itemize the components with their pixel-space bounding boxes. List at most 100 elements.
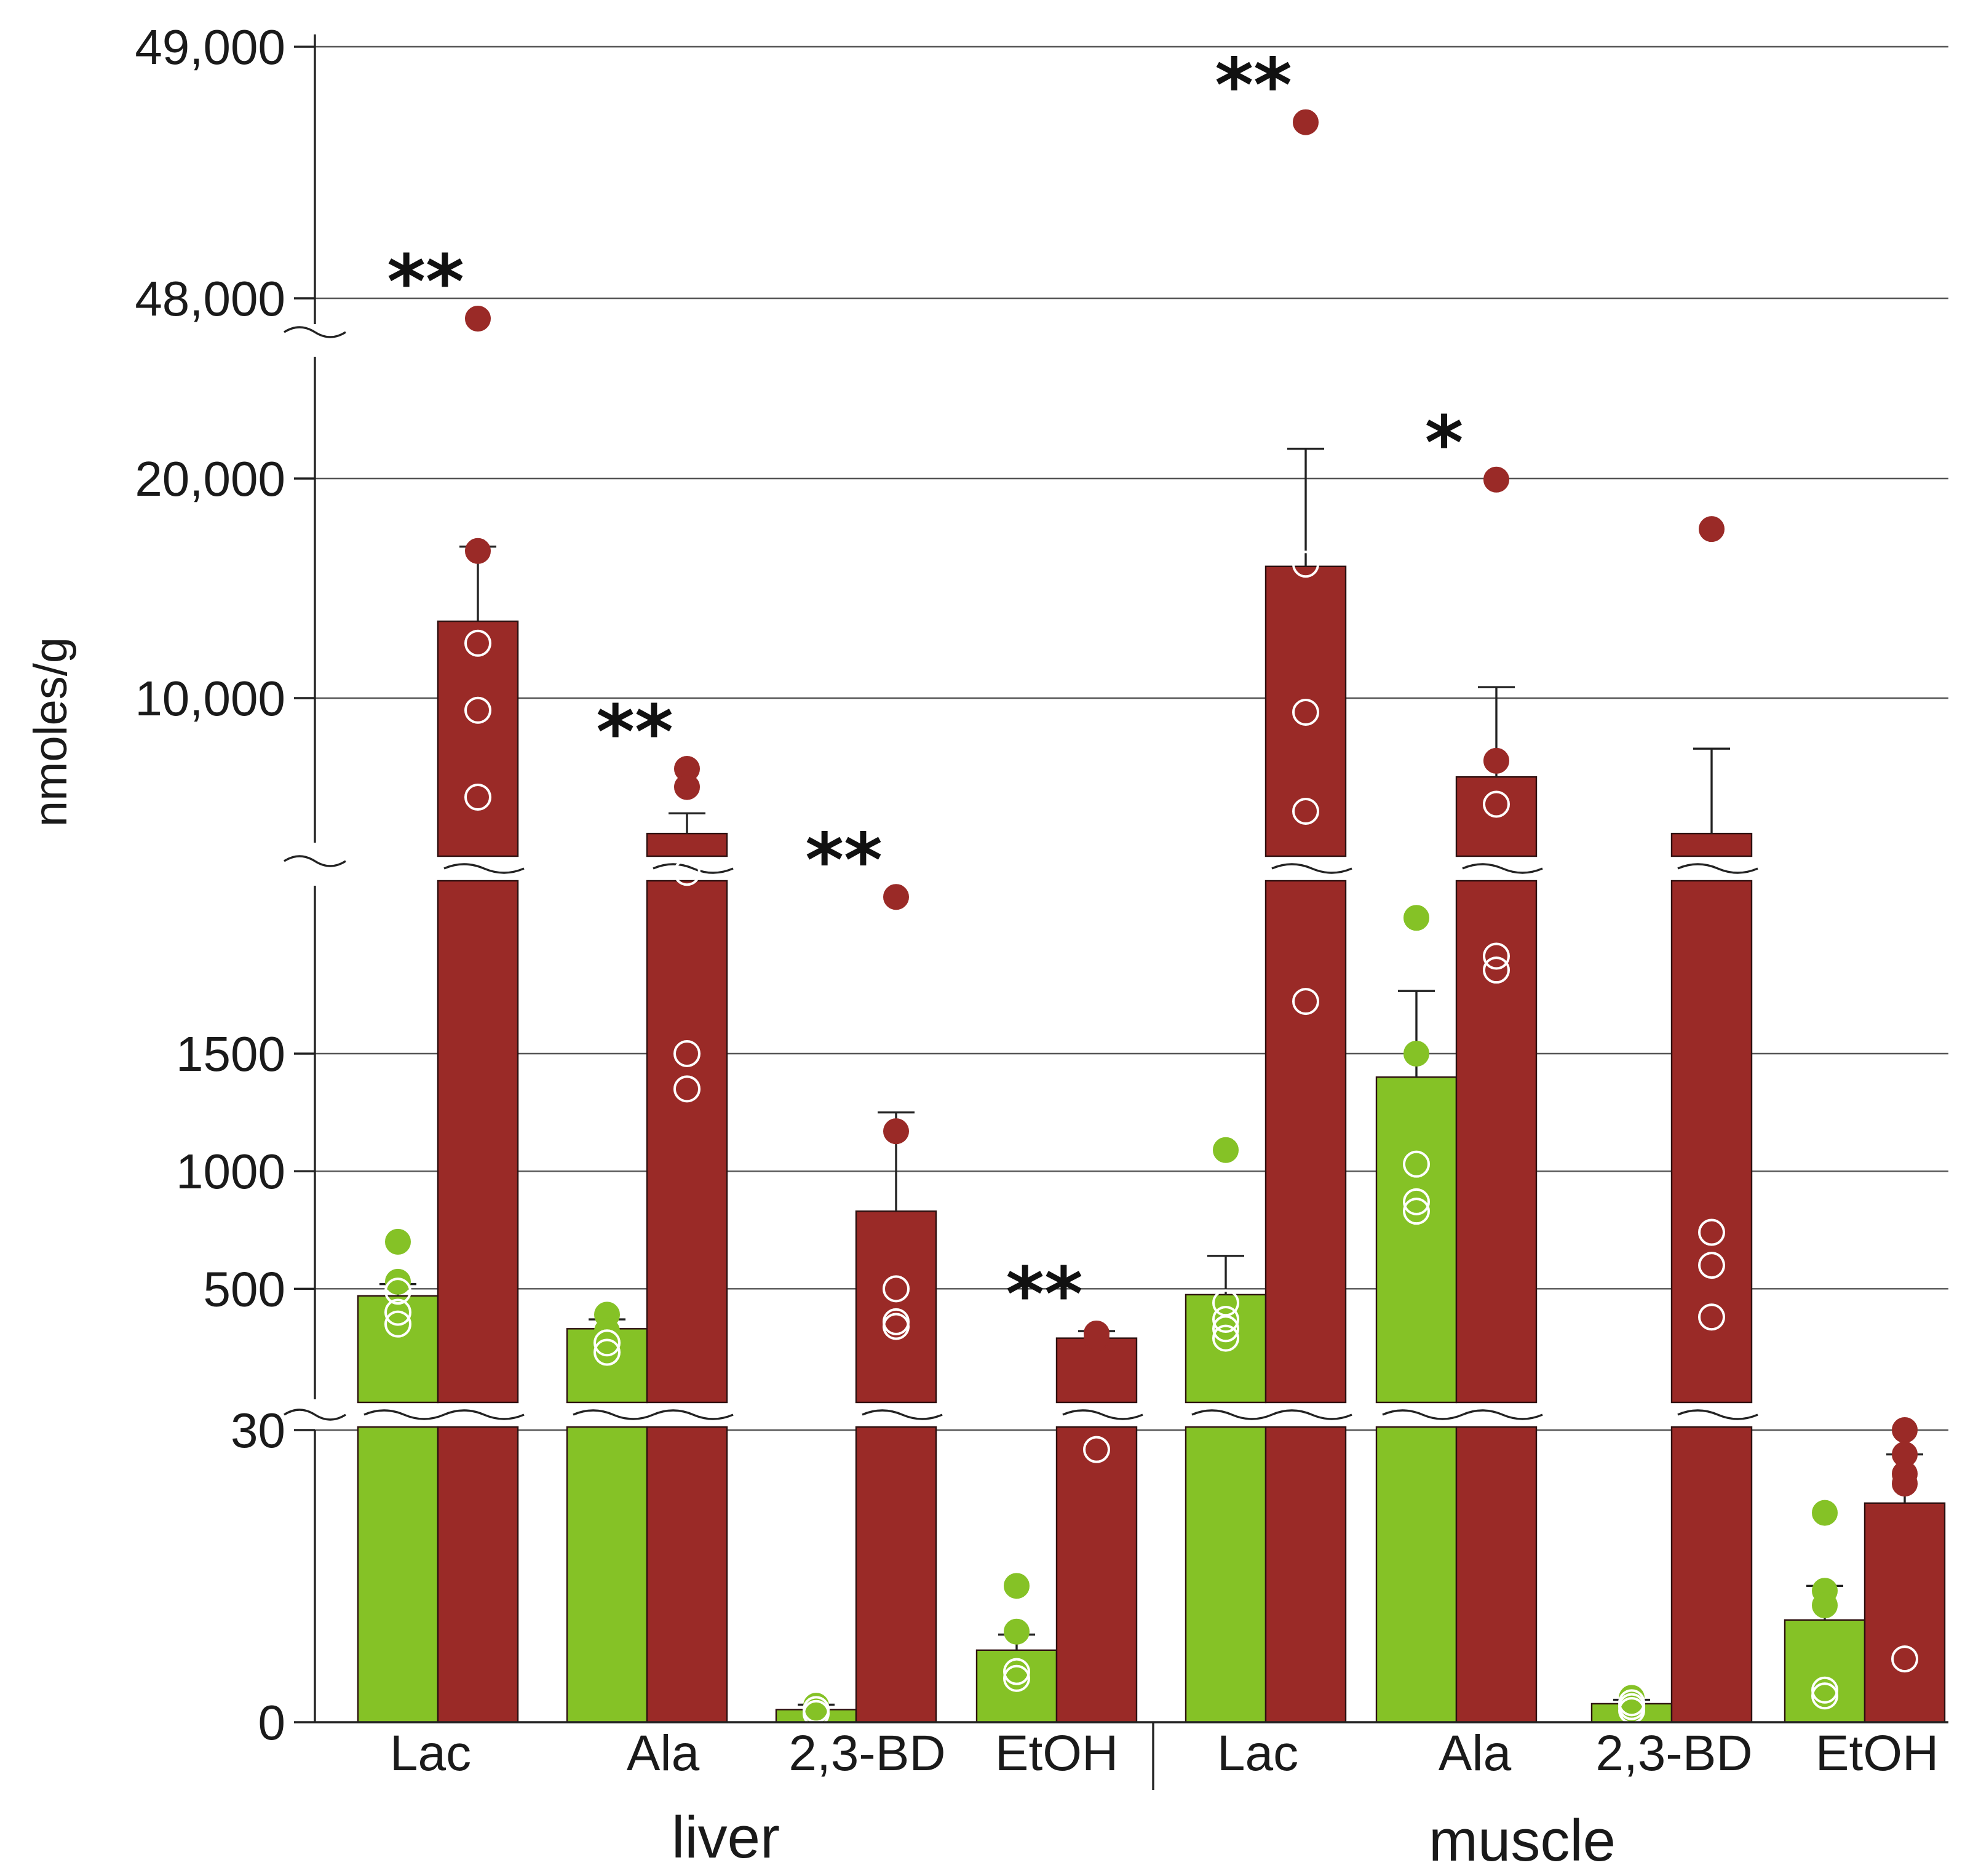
point-series_a-5-3 — [1403, 1188, 1430, 1215]
point-series_a-4-0 — [1213, 1137, 1239, 1163]
y-tick-label-7: 30 — [231, 1403, 285, 1458]
bar-series_b-0-part-1 — [437, 880, 519, 1404]
axis-break-upper — [284, 855, 346, 867]
point-series_b-1-3 — [673, 1040, 701, 1067]
axis-break-marks — [284, 326, 1758, 1421]
point-series_a-1-3 — [593, 1338, 621, 1366]
bar-series_a-0 — [357, 1295, 439, 1404]
bar-series_a-4 — [1185, 1294, 1267, 1404]
point-series_a-4-3 — [1212, 1315, 1239, 1343]
bar-series_b-4-part-2 — [1264, 1426, 1347, 1723]
bar-series_b-5-break-1 — [1462, 1409, 1543, 1420]
bar-series_b-3-part-1 — [1055, 1426, 1138, 1723]
point-series_b-4-4 — [1292, 988, 1319, 1016]
bar-series_a-3 — [975, 1649, 1058, 1723]
point-series_b-0-2 — [464, 629, 491, 657]
point-series_a-3-1 — [1004, 1618, 1030, 1645]
point-series_a-3-3 — [1003, 1664, 1030, 1692]
bar-series_b-1-part-1 — [646, 880, 728, 1404]
point-series_b-0-1 — [465, 538, 491, 564]
axis-break-lower — [284, 1409, 346, 1421]
point-series_a-0-0 — [385, 1228, 411, 1255]
point-series_a-3-0 — [1004, 1573, 1030, 1599]
point-series_b-0-4 — [464, 784, 491, 811]
y-tick-label-1: 48,000 — [135, 271, 285, 326]
bar-series_a-1-part-1 — [566, 1426, 648, 1723]
point-series_a-7-2 — [1812, 1592, 1838, 1618]
bar-series_a-4-break-0 — [1191, 1409, 1272, 1420]
bar-series_b-0-break-1 — [443, 1409, 525, 1420]
category-label-muscle-2: 2,3-BD — [1595, 1725, 1752, 1781]
point-series_b-6-0 — [1699, 516, 1725, 543]
point-series_a-0-4 — [384, 1310, 411, 1338]
category-label-muscle-1: Ala — [1439, 1725, 1512, 1781]
bar-series_b-0 — [437, 620, 519, 857]
bar-series_b-6 — [1670, 832, 1753, 857]
bar-series_a-0-part-1 — [357, 1426, 439, 1723]
point-series_a-5-2 — [1403, 1150, 1430, 1178]
bar-series_b-2 — [855, 1210, 937, 1404]
point-series_a-7-3 — [1811, 1676, 1838, 1704]
bar-series_a-5-break-0 — [1382, 1409, 1463, 1420]
bar-series_a-5 — [1375, 1076, 1458, 1404]
bar-series_b-0-break-0 — [443, 863, 525, 874]
bar-series_b-0-part-2 — [437, 1426, 519, 1723]
bar-series_b-1-break-0 — [653, 863, 734, 874]
bar-series_a-7 — [1784, 1619, 1866, 1723]
bar-series_b-1-break-1 — [653, 1409, 734, 1420]
y-tick-label-0: 49,000 — [135, 20, 285, 74]
point-series_a-0-2 — [384, 1278, 411, 1305]
point-series_b-2-2 — [883, 1275, 910, 1303]
point-series_b-7-3 — [1892, 1471, 1918, 1497]
point-series_b-5-2 — [1483, 790, 1510, 818]
point-series_b-2-1 — [883, 1118, 909, 1145]
point-series_b-5-0 — [1483, 466, 1509, 493]
point-series_b-1-2 — [673, 859, 701, 886]
bar-series_b-6-part-2 — [1670, 1426, 1753, 1723]
point-series_a-7-0 — [1812, 1500, 1838, 1526]
bar-series_a-1-break-0 — [573, 1409, 654, 1420]
y-tick-label-6: 500 — [204, 1262, 285, 1316]
bars — [357, 565, 1946, 1723]
group-label-liver: liver — [672, 1805, 780, 1870]
point-series_b-7-0 — [1892, 1417, 1918, 1443]
y-tick-label-8: 0 — [258, 1695, 286, 1750]
point-series_a-4-4 — [1212, 1324, 1239, 1352]
point-series_b-5-3 — [1483, 942, 1510, 970]
category-label-muscle-3: EtOH — [1816, 1725, 1939, 1781]
point-series_b-4-0 — [1293, 109, 1319, 135]
bar-series_b-4-break-1 — [1271, 1409, 1352, 1420]
bar-series_a-4-part-1 — [1185, 1426, 1267, 1723]
labels: nmoles/g liver muscle 49,000 48,000 20,000… — [25, 20, 1939, 1874]
bar-series_a-0-break-0 — [363, 1409, 445, 1420]
bar-series_b-6-break-0 — [1677, 863, 1758, 874]
bar-series_b-6-break-1 — [1677, 1409, 1758, 1420]
category-label-muscle-0: Lac — [1217, 1725, 1298, 1781]
significance-3: ** — [1006, 1252, 1083, 1338]
group-label-muscle: muscle — [1429, 1808, 1616, 1874]
point-series_a-0-3 — [384, 1298, 411, 1326]
point-series_a-0-1 — [385, 1268, 411, 1295]
bar-series_b-4 — [1264, 565, 1347, 857]
point-series_b-3-1 — [1084, 1325, 1110, 1351]
y-tick-label-5: 1000 — [176, 1144, 285, 1199]
point-series_b-1-4 — [673, 1075, 701, 1103]
gridlines — [315, 46, 1948, 1431]
point-series_a-7-4 — [1811, 1682, 1838, 1710]
point-series_b-5-1 — [1483, 747, 1509, 774]
point-series_a-3-2 — [1003, 1658, 1030, 1685]
bar-series_b-2-break-0 — [862, 1409, 943, 1420]
point-series_b-6-2 — [1698, 1252, 1725, 1279]
data-points — [384, 109, 1918, 1727]
bar-series_b-7 — [1864, 1502, 1946, 1723]
category-label-liver-3: EtOH — [995, 1725, 1118, 1781]
point-series_b-2-0 — [883, 884, 909, 910]
point-series_b-0-3 — [464, 696, 491, 724]
point-series_a-4-1 — [1212, 1289, 1239, 1317]
point-series_b-0-0 — [465, 306, 491, 332]
significance-1: ** — [596, 690, 673, 776]
point-series_b-4-2 — [1292, 699, 1319, 726]
point-series_b-4-3 — [1292, 798, 1319, 825]
significance-5: * — [1425, 401, 1464, 487]
